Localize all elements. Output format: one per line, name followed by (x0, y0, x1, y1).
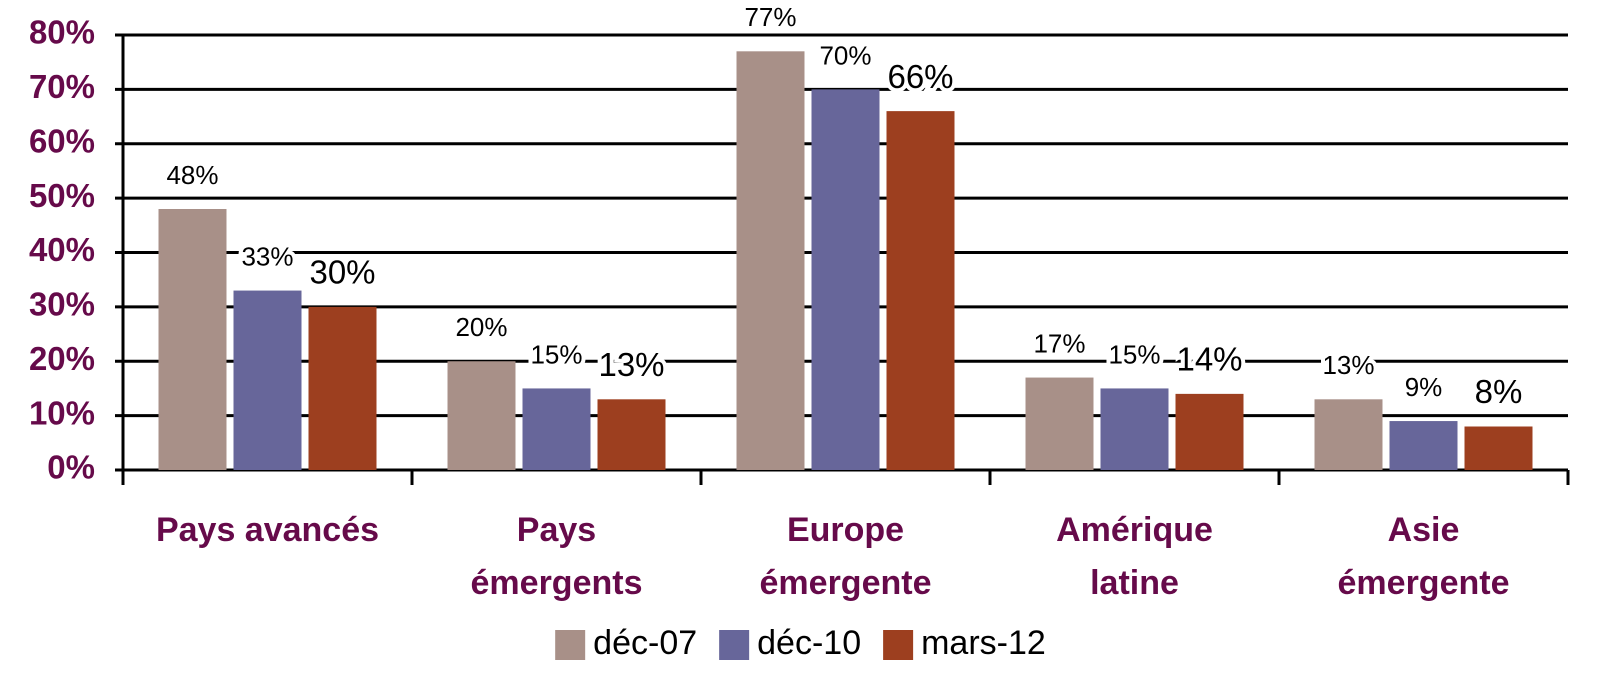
bar (447, 361, 516, 470)
legend-swatch (719, 630, 750, 660)
value-label: 15% (530, 339, 582, 369)
bar (736, 51, 805, 470)
y-tick-label: 60% (29, 122, 95, 159)
value-label: 66% (887, 58, 953, 95)
value-label: 70% (819, 40, 871, 70)
x-tick-label: Europe (787, 511, 904, 549)
value-label: 8% (1475, 373, 1523, 410)
bar (1389, 421, 1458, 470)
x-tick-label: Amérique (1056, 511, 1213, 549)
value-label: 48% (166, 160, 218, 190)
bar (158, 209, 227, 470)
value-label: 77% (744, 2, 796, 32)
y-tick-label: 0% (47, 449, 95, 486)
bar (597, 399, 666, 470)
y-tick-label: 70% (29, 68, 95, 105)
bar (886, 111, 955, 470)
value-label: 15% (1108, 339, 1160, 369)
legend-swatch (555, 630, 586, 660)
x-tick-label: émergente (760, 564, 932, 602)
y-tick-label: 20% (29, 340, 95, 377)
bar (308, 306, 377, 470)
value-label: 17% (1033, 328, 1085, 358)
bar (1100, 388, 1169, 470)
x-tick-label: Pays (517, 511, 596, 549)
x-tick-label: latine (1090, 564, 1179, 602)
bar (1464, 426, 1533, 470)
value-label: 13% (1322, 350, 1374, 380)
value-label: 13% (598, 346, 664, 383)
x-tick-label: Asie (1388, 511, 1460, 549)
value-label: 33% (241, 241, 293, 271)
x-tick-label: Pays avancés (156, 511, 379, 549)
bar (1175, 393, 1244, 470)
legend-swatch (883, 630, 914, 660)
x-tick-label: émergents (471, 564, 643, 602)
y-tick-label: 40% (29, 231, 95, 268)
value-label: 9% (1405, 372, 1443, 402)
value-label: 30% (309, 254, 375, 291)
bar (811, 89, 880, 470)
bar (1025, 377, 1094, 470)
value-label: 14% (1176, 341, 1242, 378)
y-tick-label: 10% (29, 394, 95, 431)
x-tick-label: émergente (1338, 564, 1510, 602)
y-tick-label: 50% (29, 177, 95, 214)
bar (522, 388, 591, 470)
value-label: 20% (455, 312, 507, 342)
y-tick-label: 30% (29, 286, 95, 323)
bar (1314, 399, 1383, 470)
bar (233, 290, 302, 470)
legend-label: mars-12 (921, 624, 1046, 662)
legend-label: déc-10 (757, 624, 861, 662)
y-tick-label: 80% (29, 14, 95, 51)
legend-label: déc-07 (593, 624, 697, 662)
